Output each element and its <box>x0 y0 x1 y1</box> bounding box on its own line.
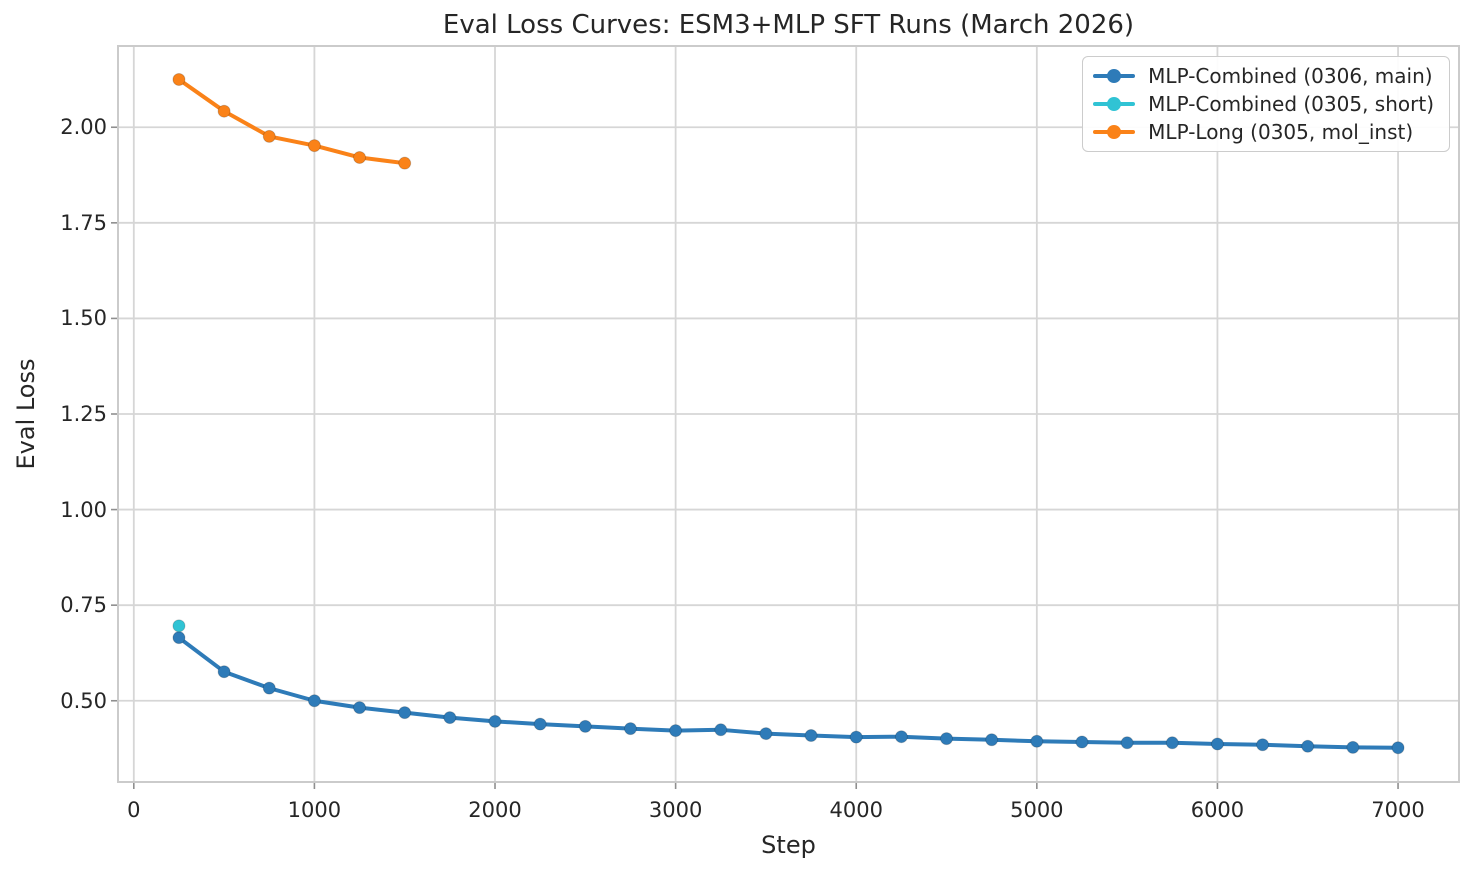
x-tick-label: 1000 <box>287 798 342 822</box>
data-point <box>1346 740 1360 754</box>
data-point <box>1075 735 1089 749</box>
axes-spines <box>117 45 1460 783</box>
y-tick-label: 1.25 <box>60 402 107 426</box>
data-point <box>172 631 186 645</box>
data-point <box>669 724 683 738</box>
data-point <box>940 732 954 746</box>
x-tick-label: 4000 <box>829 798 883 822</box>
data-point <box>262 129 276 143</box>
data-point <box>398 706 412 720</box>
x-tick-label: 5000 <box>1010 798 1064 822</box>
data-point <box>759 727 773 741</box>
data-point <box>307 694 321 708</box>
y-tick-label: 2.00 <box>60 115 107 140</box>
legend-label: MLP-Combined (0306, main) <box>1148 64 1433 88</box>
data-point <box>578 719 592 733</box>
legend-label: MLP-Long (0305, mol_inst) <box>1148 120 1414 144</box>
data-point <box>1210 737 1224 751</box>
legend-label: MLP-Combined (0305, short) <box>1148 92 1434 116</box>
data-point <box>714 723 728 737</box>
y-tick-label: 0.50 <box>60 688 107 713</box>
x-tick-label: 2000 <box>468 798 522 822</box>
data-point <box>1391 741 1405 755</box>
y-tick-label: 1.50 <box>60 306 107 331</box>
x-tick-label: 7000 <box>1371 798 1425 822</box>
data-point <box>398 156 412 170</box>
data-point <box>1256 738 1270 752</box>
data-point <box>307 139 321 153</box>
data-point <box>443 711 457 725</box>
x-tick-label: 6000 <box>1190 798 1245 822</box>
legend-row: MLP-Combined (0305, short) <box>1093 92 1434 116</box>
data-point <box>172 72 186 86</box>
legend: MLP-Combined (0306, main) MLP-Combined (0… <box>1082 56 1450 152</box>
series-line <box>176 635 1401 750</box>
data-point <box>1030 734 1044 748</box>
data-point <box>623 722 637 736</box>
data-point <box>894 730 908 744</box>
data-point <box>172 619 186 633</box>
data-point <box>262 681 276 695</box>
series-line <box>176 77 407 166</box>
data-point <box>985 733 999 747</box>
data-point <box>533 717 547 731</box>
legend-row: MLP-Long (0305, mol_inst) <box>1093 120 1434 144</box>
x-tick-label: 0 <box>127 798 141 822</box>
legend-line-marker-icon <box>1093 125 1136 139</box>
data-point <box>353 701 367 715</box>
data-point <box>849 730 863 744</box>
data-point <box>217 665 231 679</box>
data-point <box>217 104 231 118</box>
legend-line-marker-icon <box>1093 69 1136 83</box>
legend-line-marker-icon <box>1093 97 1136 111</box>
data-point <box>1165 736 1179 750</box>
x-tick-label: 3000 <box>648 798 703 822</box>
y-tick-label: 1.00 <box>60 497 107 522</box>
data-point <box>1301 739 1315 753</box>
chart-title: Eval Loss Curves: ESM3+MLP SFT Runs (Mar… <box>442 10 1135 40</box>
y-tick-label: 1.75 <box>60 210 107 235</box>
y-tick-label: 0.75 <box>60 593 107 618</box>
data-point <box>1120 736 1134 750</box>
data-point <box>804 729 818 743</box>
data-point <box>353 150 367 164</box>
x-axis-label: Step <box>761 831 816 859</box>
data-point <box>488 714 502 728</box>
legend-row: MLP-Combined (0306, main) <box>1093 64 1434 88</box>
